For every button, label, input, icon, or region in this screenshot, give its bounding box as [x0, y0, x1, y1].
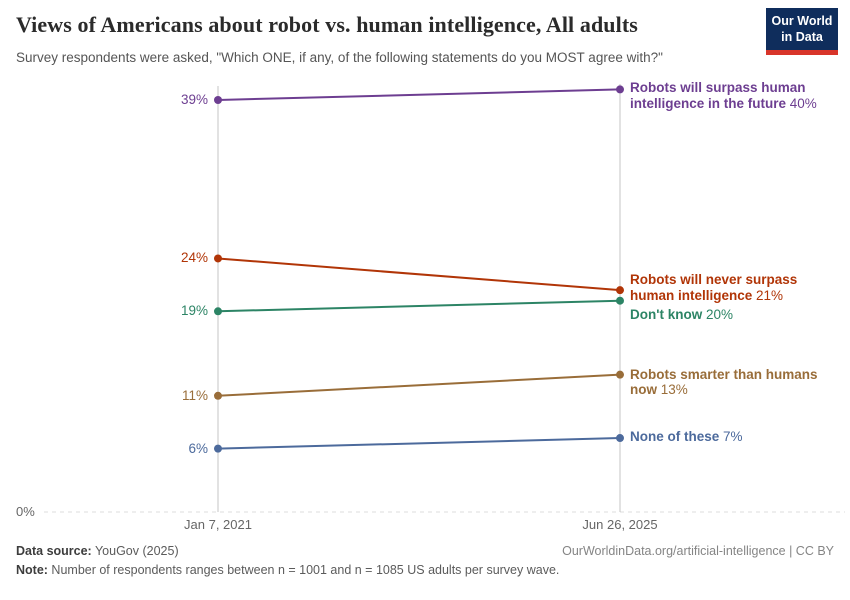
- data-source-value[interactable]: YouGov (2025): [91, 544, 179, 558]
- data-point[interactable]: [214, 96, 222, 104]
- series-name: Robots will surpass human intelligence i…: [630, 80, 806, 111]
- data-point[interactable]: [616, 286, 624, 295]
- page-title: Views of Americans about robot vs. human…: [16, 12, 638, 37]
- start-value-label: 6%: [188, 440, 208, 456]
- end-value-label: 21%: [756, 287, 784, 303]
- start-value-label: 19%: [180, 303, 208, 319]
- series-label[interactable]: Robots will never surpass human intellig…: [630, 272, 826, 303]
- chart-subtitle: Survey respondents were asked, "Which ON…: [16, 50, 663, 65]
- series-label[interactable]: None of these 7%: [630, 429, 826, 445]
- series-name: Robots will never surpass human intellig…: [630, 272, 798, 303]
- series-line: [217, 437, 621, 450]
- x-tick-label: Jun 26, 2025: [582, 517, 658, 532]
- y-baseline-label: 0%: [16, 504, 35, 519]
- x-tick-label: Jan 7, 2021: [184, 517, 252, 532]
- end-value-label: 13%: [660, 382, 688, 398]
- series-label[interactable]: Robots smarter than humans now 13%: [630, 367, 826, 398]
- series-name: Robots smarter than humans now: [630, 366, 818, 398]
- start-value-label: 11%: [181, 387, 208, 403]
- end-value-label: 20%: [705, 306, 733, 322]
- data-point[interactable]: [616, 85, 624, 94]
- data-point[interactable]: [214, 391, 222, 400]
- series-label[interactable]: Robots will surpass human intelligence i…: [630, 80, 826, 111]
- owid-logo-line2: in Data: [781, 29, 823, 44]
- series-line: [217, 299, 621, 313]
- owid-logo[interactable]: Our World in Data: [766, 8, 838, 56]
- data-point[interactable]: [616, 296, 624, 305]
- series-line: [217, 257, 621, 292]
- owid-logo-line1: Our World: [771, 14, 833, 28]
- footnote: Note: Number of respondents ranges betwe…: [16, 563, 834, 577]
- data-point[interactable]: [214, 254, 222, 263]
- series-name: None of these: [630, 429, 724, 445]
- data-source-label: Data source:: [16, 544, 92, 558]
- data-point[interactable]: [616, 434, 624, 443]
- data-point[interactable]: [616, 370, 624, 379]
- data-point[interactable]: [214, 307, 222, 316]
- series-line: [217, 373, 621, 397]
- start-value-label: 39%: [180, 92, 208, 107]
- footnote-label: Note:: [16, 563, 48, 577]
- citation-link[interactable]: OurWorldinData.org/artificial-intelligen…: [562, 544, 834, 558]
- series-label[interactable]: Don't know 20%: [630, 307, 826, 323]
- footnote-value: Number of respondents ranges between n =…: [47, 563, 560, 577]
- series-name: Don't know: [630, 306, 706, 322]
- chart-footer: Data source: YouGov (2025) OurWorldinDat…: [16, 544, 834, 577]
- series-line: [217, 88, 621, 101]
- start-value-label: 24%: [180, 250, 208, 266]
- data-source: Data source: YouGov (2025): [16, 544, 179, 558]
- end-value-label: 40%: [789, 95, 817, 111]
- data-point[interactable]: [214, 444, 222, 453]
- end-value-label: 7%: [723, 429, 743, 445]
